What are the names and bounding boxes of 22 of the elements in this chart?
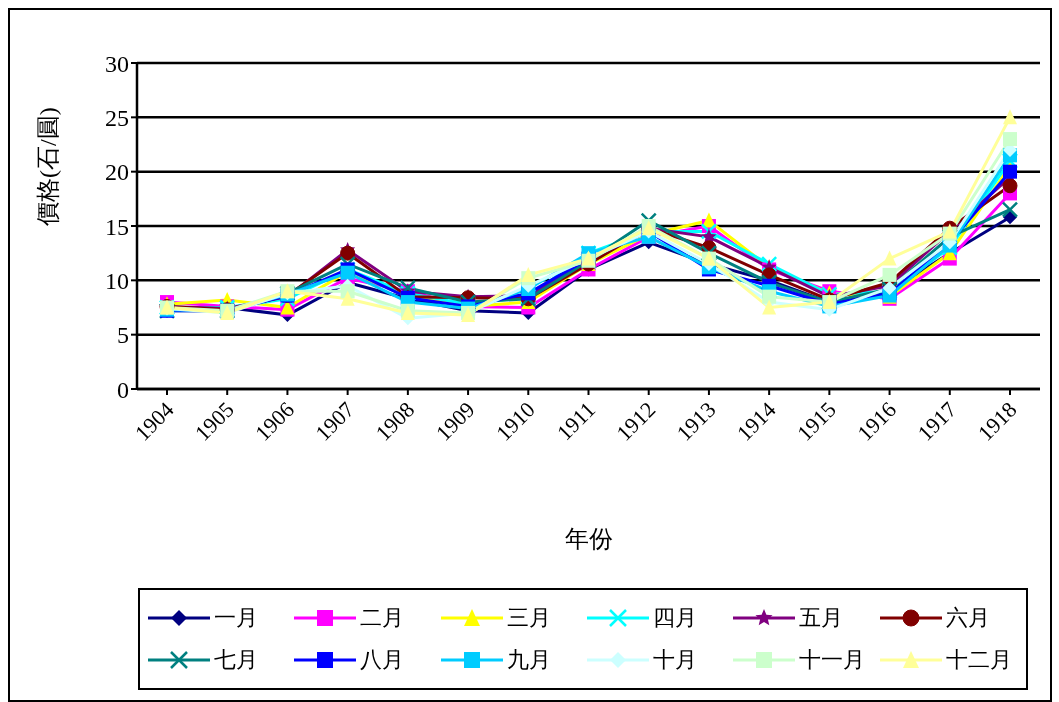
legend-label: 九月 <box>506 646 551 674</box>
y-tick-label: 5 <box>117 322 129 349</box>
legend-label: 五月 <box>799 604 844 632</box>
legend-label: 一月 <box>214 604 258 632</box>
legend-label: 二月 <box>360 604 405 632</box>
y-tick-label: 20 <box>105 159 129 186</box>
legend-label: 三月 <box>506 604 551 632</box>
legend-label: 四月 <box>652 604 697 632</box>
legend-label: 六月 <box>945 604 990 632</box>
y-tick-label: 15 <box>105 213 129 240</box>
y-axis-title: 價格(石/圓) <box>34 107 61 226</box>
legend-label: 七月 <box>214 646 258 674</box>
legend-label: 十月 <box>652 646 697 674</box>
x-tick-label: 1911 <box>551 396 601 446</box>
y-tick-label: 10 <box>105 267 129 294</box>
legend-label: 十二月 <box>945 646 1012 674</box>
y-tick-label: 30 <box>105 50 129 77</box>
legend-label: 十一月 <box>799 646 866 674</box>
y-tick-label: 0 <box>117 376 129 403</box>
x-axis-title: 年份 <box>564 526 613 552</box>
legend-label: 八月 <box>360 646 405 674</box>
y-tick-label: 25 <box>105 104 129 131</box>
